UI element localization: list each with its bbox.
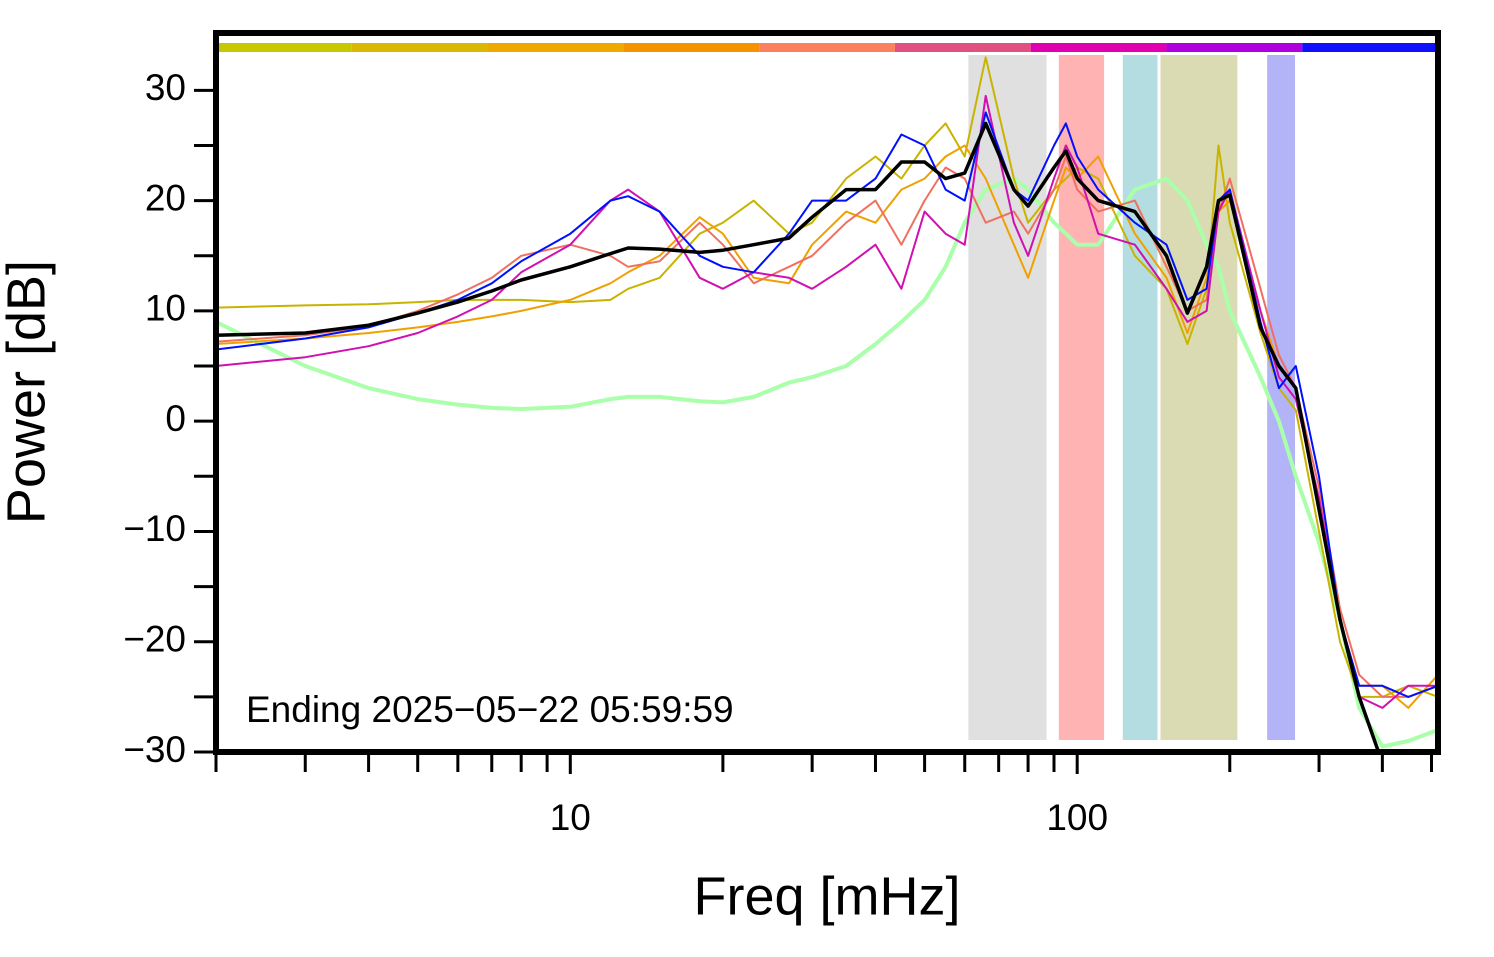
band — [1267, 55, 1296, 740]
annotation: Ending 2025−05−22 05:59:59 — [246, 689, 734, 730]
bands — [968, 55, 1296, 740]
series-line — [216, 56, 1438, 698]
y-tick-label: 10 — [145, 288, 186, 329]
time-bar-segment — [894, 43, 1031, 52]
x-axis-label: Freq [mHz] — [693, 866, 960, 926]
time-bar-segment — [759, 43, 895, 52]
band — [968, 55, 1047, 740]
y-tick-label: 20 — [145, 177, 186, 218]
time-bar-segment — [1030, 43, 1167, 52]
series-line — [216, 144, 1438, 709]
y-axis-label: Power [dB] — [0, 260, 56, 524]
time-bar-segment — [623, 43, 760, 52]
time-bar-segment — [1302, 43, 1438, 52]
band — [1122, 55, 1158, 740]
y-tick-label: −30 — [123, 729, 186, 770]
time-bar-segment — [1166, 43, 1303, 52]
series-line — [216, 94, 1438, 709]
time-bar-segment — [351, 43, 488, 52]
lines — [216, 56, 1438, 752]
x-tick-label: 100 — [1046, 797, 1108, 838]
series-line — [216, 111, 1438, 698]
time-bar-segment — [216, 43, 352, 52]
y-tick-label: −20 — [123, 619, 186, 660]
y-tick-label: −10 — [123, 508, 186, 549]
x-tick-label: 10 — [550, 797, 591, 838]
series-line — [216, 155, 1438, 698]
series-line — [216, 176, 1438, 749]
series-line — [216, 121, 1381, 752]
plot-frame — [213, 30, 1441, 755]
y-tick-label: 30 — [145, 67, 186, 108]
y-tick-label: 0 — [165, 398, 186, 439]
time-bar-segment — [487, 43, 624, 52]
axes: −30 −20 −10 0 10 20 30 10 100 — [123, 30, 1441, 838]
band — [1160, 55, 1238, 740]
